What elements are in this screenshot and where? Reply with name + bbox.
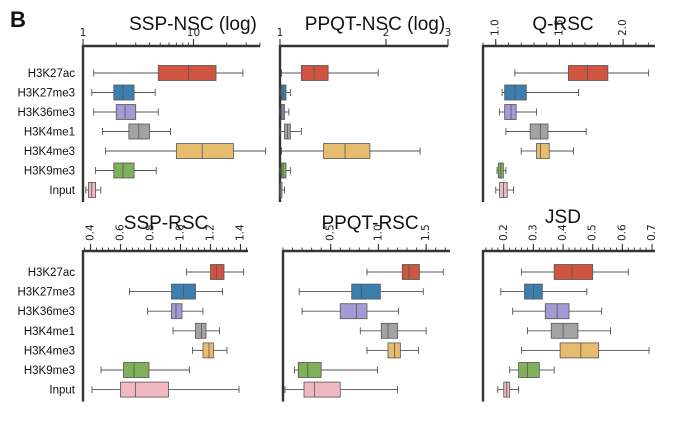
tick-label: 2 bbox=[383, 27, 390, 39]
tick-label: 1.5 bbox=[553, 19, 565, 36]
box-h3k27ac bbox=[300, 65, 329, 81]
box-h3k27me3 bbox=[351, 283, 381, 300]
boxplot-panel: Q-RSC 1.0 1.5 2.0 bbox=[481, 14, 655, 202]
box-h3k36me3 bbox=[504, 104, 517, 120]
box-input bbox=[303, 381, 341, 398]
box-h3k36me3 bbox=[115, 104, 137, 120]
boxplot-panel: SSP-RSC 0.4 0.6 0.8 1.0 1.2 1.4 H3K27ac H3K27me3… bbox=[17, 213, 248, 402]
box-h3k27ac bbox=[401, 264, 420, 280]
box-h3k4me3 bbox=[387, 342, 401, 359]
box-h3k9me3 bbox=[123, 362, 150, 378]
box-h3k27ac bbox=[210, 264, 225, 280]
category-label: Input bbox=[49, 385, 75, 397]
tick-label: 1.0 bbox=[175, 224, 187, 241]
box-h3k9me3 bbox=[113, 162, 135, 179]
panel-title: SSP-RSC bbox=[124, 213, 208, 234]
box-h3k4me3 bbox=[536, 143, 550, 159]
category-label: H3K9me3 bbox=[24, 365, 75, 377]
panel-title: PPQT-RSC bbox=[321, 213, 418, 234]
tick-label: 0.2 bbox=[498, 224, 510, 241]
category-label: H3K9me3 bbox=[24, 166, 75, 178]
panel-title: PPQT-NSC (log) bbox=[305, 14, 445, 35]
tick-label: 1.0 bbox=[372, 224, 384, 241]
box-h3k9me3 bbox=[297, 362, 322, 378]
category-label: H3K36me3 bbox=[17, 107, 75, 119]
boxplot-panel: PPQT-NSC (log) 1 2 3 bbox=[277, 14, 452, 202]
category-label: Input bbox=[49, 185, 75, 197]
panel-title: JSD bbox=[545, 207, 581, 228]
tick-label: 0.6 bbox=[616, 224, 628, 241]
tick-label: 0.3 bbox=[527, 224, 539, 241]
box-h3k27me3 bbox=[504, 84, 527, 101]
box-h3k27ac bbox=[157, 65, 217, 81]
box-h3k4me1 bbox=[380, 322, 398, 339]
category-label: H3K36me3 bbox=[17, 306, 75, 318]
tick-label: 2.0 bbox=[617, 19, 629, 36]
tick-label: 0.5 bbox=[325, 224, 337, 241]
tick-label: 10 bbox=[187, 27, 200, 39]
category-label: H3K27me3 bbox=[17, 287, 75, 299]
box-h3k27me3 bbox=[281, 84, 287, 101]
tick-label: 1.2 bbox=[205, 224, 217, 241]
box-h3k36me3 bbox=[339, 303, 368, 320]
box-h3k27ac bbox=[567, 65, 609, 81]
box-h3k4me1 bbox=[195, 322, 207, 339]
tick-label: 1.0 bbox=[490, 19, 502, 36]
box-h3k4me3 bbox=[202, 342, 214, 359]
panel-title: Q-RSC bbox=[532, 14, 593, 35]
box-h3k4me3 bbox=[559, 342, 600, 359]
category-label: H3K27ac bbox=[28, 267, 76, 279]
tick-label: 1.5 bbox=[420, 224, 432, 241]
category-label: H3K4me1 bbox=[24, 127, 75, 139]
tick-label: 1 bbox=[80, 27, 87, 39]
tick-label: 0.4 bbox=[557, 224, 569, 241]
tick-label: 0.8 bbox=[145, 224, 157, 241]
tick-label: 0.6 bbox=[115, 224, 127, 241]
tick-label: 1 bbox=[277, 27, 284, 39]
box-h3k9me3 bbox=[518, 362, 540, 378]
box-h3k4me1 bbox=[550, 322, 579, 339]
boxplot-panel: SSP-NSC (log) 1 10 H3K27ac H3K27me3 H3K36me3 H… bbox=[17, 14, 267, 202]
category-label: H3K4me3 bbox=[24, 345, 75, 357]
box-h3k27ac bbox=[553, 264, 594, 280]
box-h3k9me3 bbox=[281, 162, 287, 179]
box-h3k4me1 bbox=[529, 123, 549, 140]
category-label: H3K4me3 bbox=[24, 146, 75, 158]
tick-label: 0.7 bbox=[646, 224, 658, 241]
boxplot-panel: JSD 0.2 0.3 0.4 0.5 0.6 0.7 bbox=[481, 207, 658, 402]
box-input bbox=[120, 381, 169, 398]
box-h3k36me3 bbox=[171, 303, 183, 320]
panel-letter: B bbox=[10, 7, 26, 32]
category-label: H3K4me1 bbox=[24, 326, 75, 338]
tick-label: 3 bbox=[445, 27, 452, 39]
box-h3k4me3 bbox=[323, 143, 371, 159]
tick-label: 1.4 bbox=[235, 224, 247, 241]
tick-label: 0.4 bbox=[85, 224, 97, 241]
box-h3k27me3 bbox=[113, 84, 135, 101]
panel-title: SSP-NSC (log) bbox=[129, 14, 257, 35]
box-h3k4me3 bbox=[175, 143, 234, 159]
category-label: H3K27ac bbox=[28, 68, 76, 80]
tick-label: 0.5 bbox=[587, 224, 599, 241]
category-label: H3K27me3 bbox=[17, 88, 75, 100]
